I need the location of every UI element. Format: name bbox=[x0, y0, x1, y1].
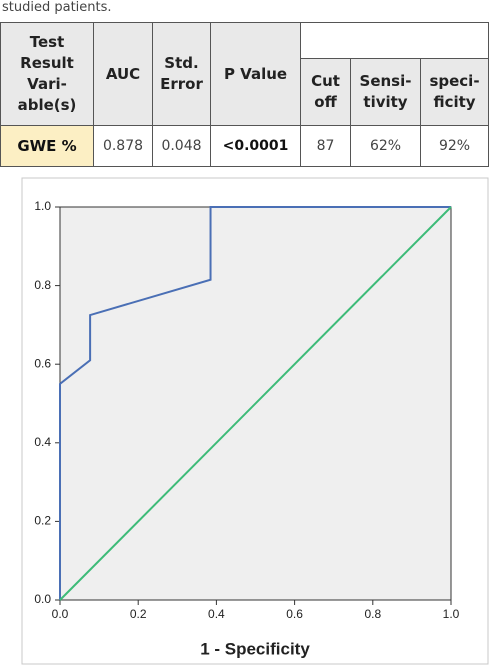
cell: 62% bbox=[350, 125, 421, 167]
y-tick-label: 0.0 bbox=[34, 592, 51, 606]
y-tick-label: 0.2 bbox=[34, 514, 51, 528]
cell: 87 bbox=[300, 125, 351, 167]
y-tick-label: 1.0 bbox=[34, 199, 51, 213]
cell: 92% bbox=[419, 125, 490, 167]
header-cell: AUC bbox=[93, 22, 153, 126]
x-tick-label: 0.6 bbox=[286, 607, 303, 621]
cell: 0.878 bbox=[93, 125, 153, 167]
cell: <0.0001 bbox=[210, 125, 301, 167]
x-tick-label: 1.0 bbox=[443, 607, 460, 621]
x-tick-label: 0.2 bbox=[130, 607, 147, 621]
x-tick-label: 0.4 bbox=[208, 607, 225, 621]
header-cell: Test Result Vari- able(s) bbox=[0, 22, 94, 126]
roc-line bbox=[59, 206, 452, 601]
header-cell: Cut off bbox=[300, 58, 351, 126]
y-tick-label: 0.8 bbox=[34, 278, 51, 292]
x-tick-label: 0.0 bbox=[52, 607, 69, 621]
chart-frame bbox=[21, 177, 489, 665]
header-cell: P Value bbox=[210, 22, 301, 126]
y-tick-label: 0.4 bbox=[34, 435, 51, 449]
cell: 0.048 bbox=[152, 125, 211, 167]
caption: studied patients. bbox=[2, 0, 112, 15]
roc-chart: 1 - Specificity 0.0 0.2 0.4 0.6 0.8 1.0 0.0 0.2… bbox=[21, 177, 489, 665]
empty-header bbox=[299, 22, 490, 59]
header-cell: Sensi- tivity bbox=[350, 58, 421, 126]
x-axis-label: 1 - Specificity bbox=[200, 639, 310, 658]
results-table: Test Result Vari- able(s) AUC Std. Error… bbox=[0, 22, 490, 167]
header-cell: Std. Error bbox=[152, 22, 211, 126]
header-cell: speci- ficity bbox=[419, 58, 490, 126]
x-tick-label: 0.8 bbox=[364, 607, 381, 621]
y-tick-label: 0.6 bbox=[34, 356, 51, 370]
roc-line bbox=[59, 206, 451, 600]
cell: GWE % bbox=[0, 125, 94, 167]
